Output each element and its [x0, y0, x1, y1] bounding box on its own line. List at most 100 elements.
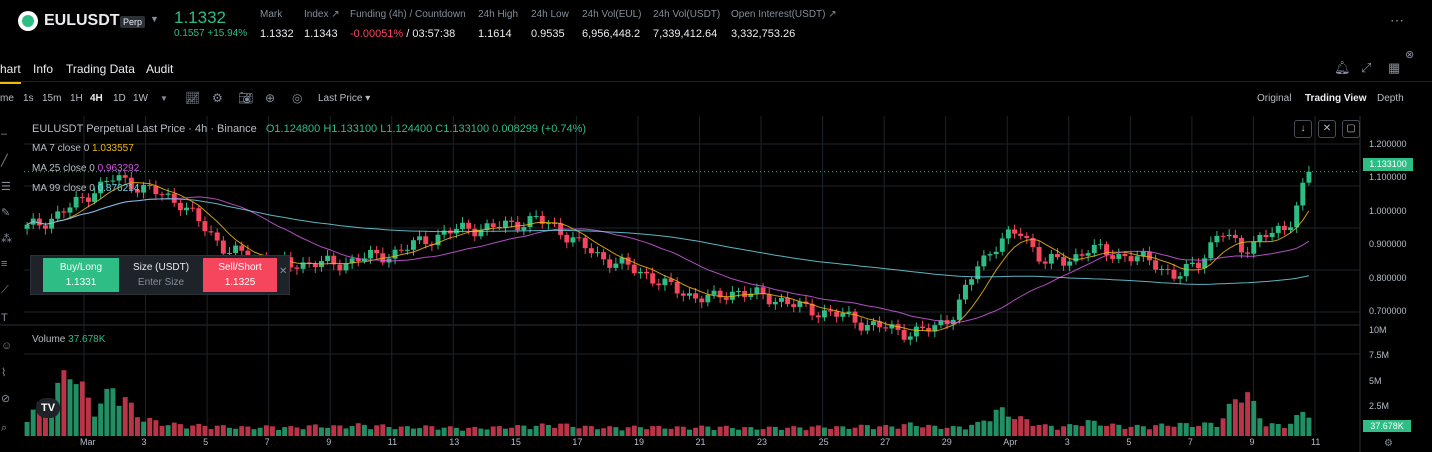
volume-bar: [300, 429, 306, 436]
volume-bar: [435, 429, 441, 436]
emoji-icon[interactable]: ☺: [1, 340, 13, 352]
volume-bar: [288, 426, 294, 436]
interval-4h[interactable]: 4H: [90, 93, 103, 104]
symbol-dropdown-icon[interactable]: ▼: [150, 14, 159, 24]
volume-bar: [1140, 426, 1146, 436]
volume-bar: [67, 379, 73, 436]
bell-icon[interactable]: 🔔︎: [1334, 60, 1351, 75]
candle-body: [1116, 253, 1122, 259]
volume-bar: [545, 424, 551, 436]
close-icon[interactable]: ✕: [279, 266, 288, 277]
candle-body: [423, 236, 429, 245]
buy-long-button[interactable]: Buy/Long 1.1331: [43, 258, 119, 292]
volume-bar: [122, 397, 128, 436]
candle-body: [1288, 227, 1293, 231]
candle-body: [128, 177, 134, 190]
volume-bar: [1159, 423, 1165, 436]
layout-grid-icon[interactable]: ▦: [1388, 60, 1401, 75]
candle-body: [969, 279, 975, 285]
candle-body: [165, 193, 171, 195]
price-type-select[interactable]: Last Price ▾: [318, 93, 371, 104]
price-change: 0.1557 +15.94%: [174, 28, 248, 39]
volume-bar: [993, 409, 999, 436]
candle-body: [533, 215, 539, 217]
zoom-icon[interactable]: ⊘: [1, 393, 11, 405]
candle-body: [1067, 261, 1073, 266]
interval-1s[interactable]: 1s: [23, 93, 34, 104]
stat-24h-low: 24h Low 0.9535: [531, 9, 569, 40]
trendline-icon[interactable]: ╱: [1, 155, 8, 167]
size-input[interactable]: Size (USDT) Enter Size: [132, 262, 190, 288]
camera-icon[interactable]: 📷︎: [238, 91, 254, 105]
ma25-legend: MA 25 close 0 0.963292: [32, 163, 140, 174]
candle-body: [1269, 232, 1275, 237]
candle-body: [1281, 225, 1287, 231]
view-trading-view[interactable]: Trading View: [1305, 93, 1367, 104]
candle-body: [1079, 254, 1085, 256]
candle-body: [1275, 225, 1281, 233]
volume-bar: [772, 426, 778, 436]
brush-icon[interactable]: ✎: [1, 207, 11, 219]
volume-bar: [202, 425, 208, 436]
volume-bar: [588, 426, 594, 436]
view-depth[interactable]: Depth: [1377, 93, 1404, 104]
interval-15m[interactable]: 15m: [42, 93, 62, 104]
candle-body: [1208, 242, 1214, 259]
volume-bar: [613, 427, 619, 436]
fib-icon[interactable]: ☰: [1, 181, 11, 193]
external-link-icon: ↗: [828, 9, 837, 20]
candle-body: [441, 230, 447, 235]
close-icon[interactable]: ⊗: [1405, 49, 1415, 61]
scroll-down-icon[interactable]: ↓: [1294, 120, 1312, 138]
tab-audit[interactable]: Audit: [146, 62, 174, 76]
price-tick: 0.800000: [1369, 273, 1407, 283]
volume-tick: 2.5M: [1369, 401, 1390, 411]
volume-bar: [196, 423, 202, 436]
symbol-name[interactable]: EULUSDT: [44, 12, 120, 29]
interval-1d[interactable]: 1D: [113, 93, 126, 104]
axis-settings-icon[interactable]: ⚙︎: [1384, 438, 1393, 449]
expand-icon[interactable]: ⤢: [1361, 60, 1372, 75]
volume-bar: [895, 428, 901, 436]
interval-1h[interactable]: 1H: [70, 93, 83, 104]
stat-index[interactable]: Index ↗ 1.1343: [304, 9, 340, 40]
candle-body: [601, 252, 607, 260]
volume-bar: [760, 429, 766, 436]
fullscreen-icon[interactable]: ▢: [1342, 120, 1360, 138]
more-icon[interactable]: ⋯: [1390, 12, 1404, 28]
indicators-icon[interactable]: 📈︎: [185, 91, 201, 105]
settings-icon[interactable]: ⚙︎: [212, 91, 223, 105]
candle-body: [613, 263, 619, 268]
candle-body: [582, 237, 588, 249]
pattern-icon[interactable]: ⁂: [1, 233, 12, 245]
candle-body: [343, 263, 349, 271]
ruler-icon[interactable]: ⌇: [1, 367, 7, 379]
target-icon[interactable]: ◎: [292, 91, 303, 105]
stat-open-interest[interactable]: Open Interest(USDT) ↗ 3,332,753.26: [731, 9, 837, 40]
candle-body: [196, 208, 202, 222]
add-icon[interactable]: ⊕: [265, 91, 276, 105]
candle-body: [736, 290, 741, 292]
candle-body: [809, 303, 815, 316]
interval-dropdown-icon[interactable]: ▼: [160, 94, 168, 103]
tab-info[interactable]: Info: [33, 62, 54, 76]
collapse-icon[interactable]: ✕: [1318, 120, 1336, 138]
magnifier-icon[interactable]: ⌕: [1, 422, 8, 434]
volume-bar: [644, 429, 649, 436]
price-tick: 0.900000: [1369, 239, 1407, 249]
candle-body: [797, 301, 803, 307]
view-original[interactable]: Original: [1257, 93, 1292, 104]
projection-icon[interactable]: ≡: [1, 258, 8, 270]
tab-chart[interactable]: hart: [0, 62, 21, 84]
candle-body: [975, 266, 981, 280]
measure-icon[interactable]: ⟋: [1, 284, 9, 296]
volume-bar: [607, 426, 613, 436]
sell-short-button[interactable]: Sell/Short 1.1325: [203, 258, 277, 292]
interval-1w[interactable]: 1W: [133, 93, 148, 104]
text-icon[interactable]: T: [1, 312, 8, 324]
tab-trading-data[interactable]: Trading Data: [66, 62, 135, 76]
cursor-icon[interactable]: –: [1, 128, 8, 140]
candle-body: [539, 215, 545, 224]
volume-bar: [521, 425, 527, 436]
volume-bar: [1165, 425, 1171, 436]
